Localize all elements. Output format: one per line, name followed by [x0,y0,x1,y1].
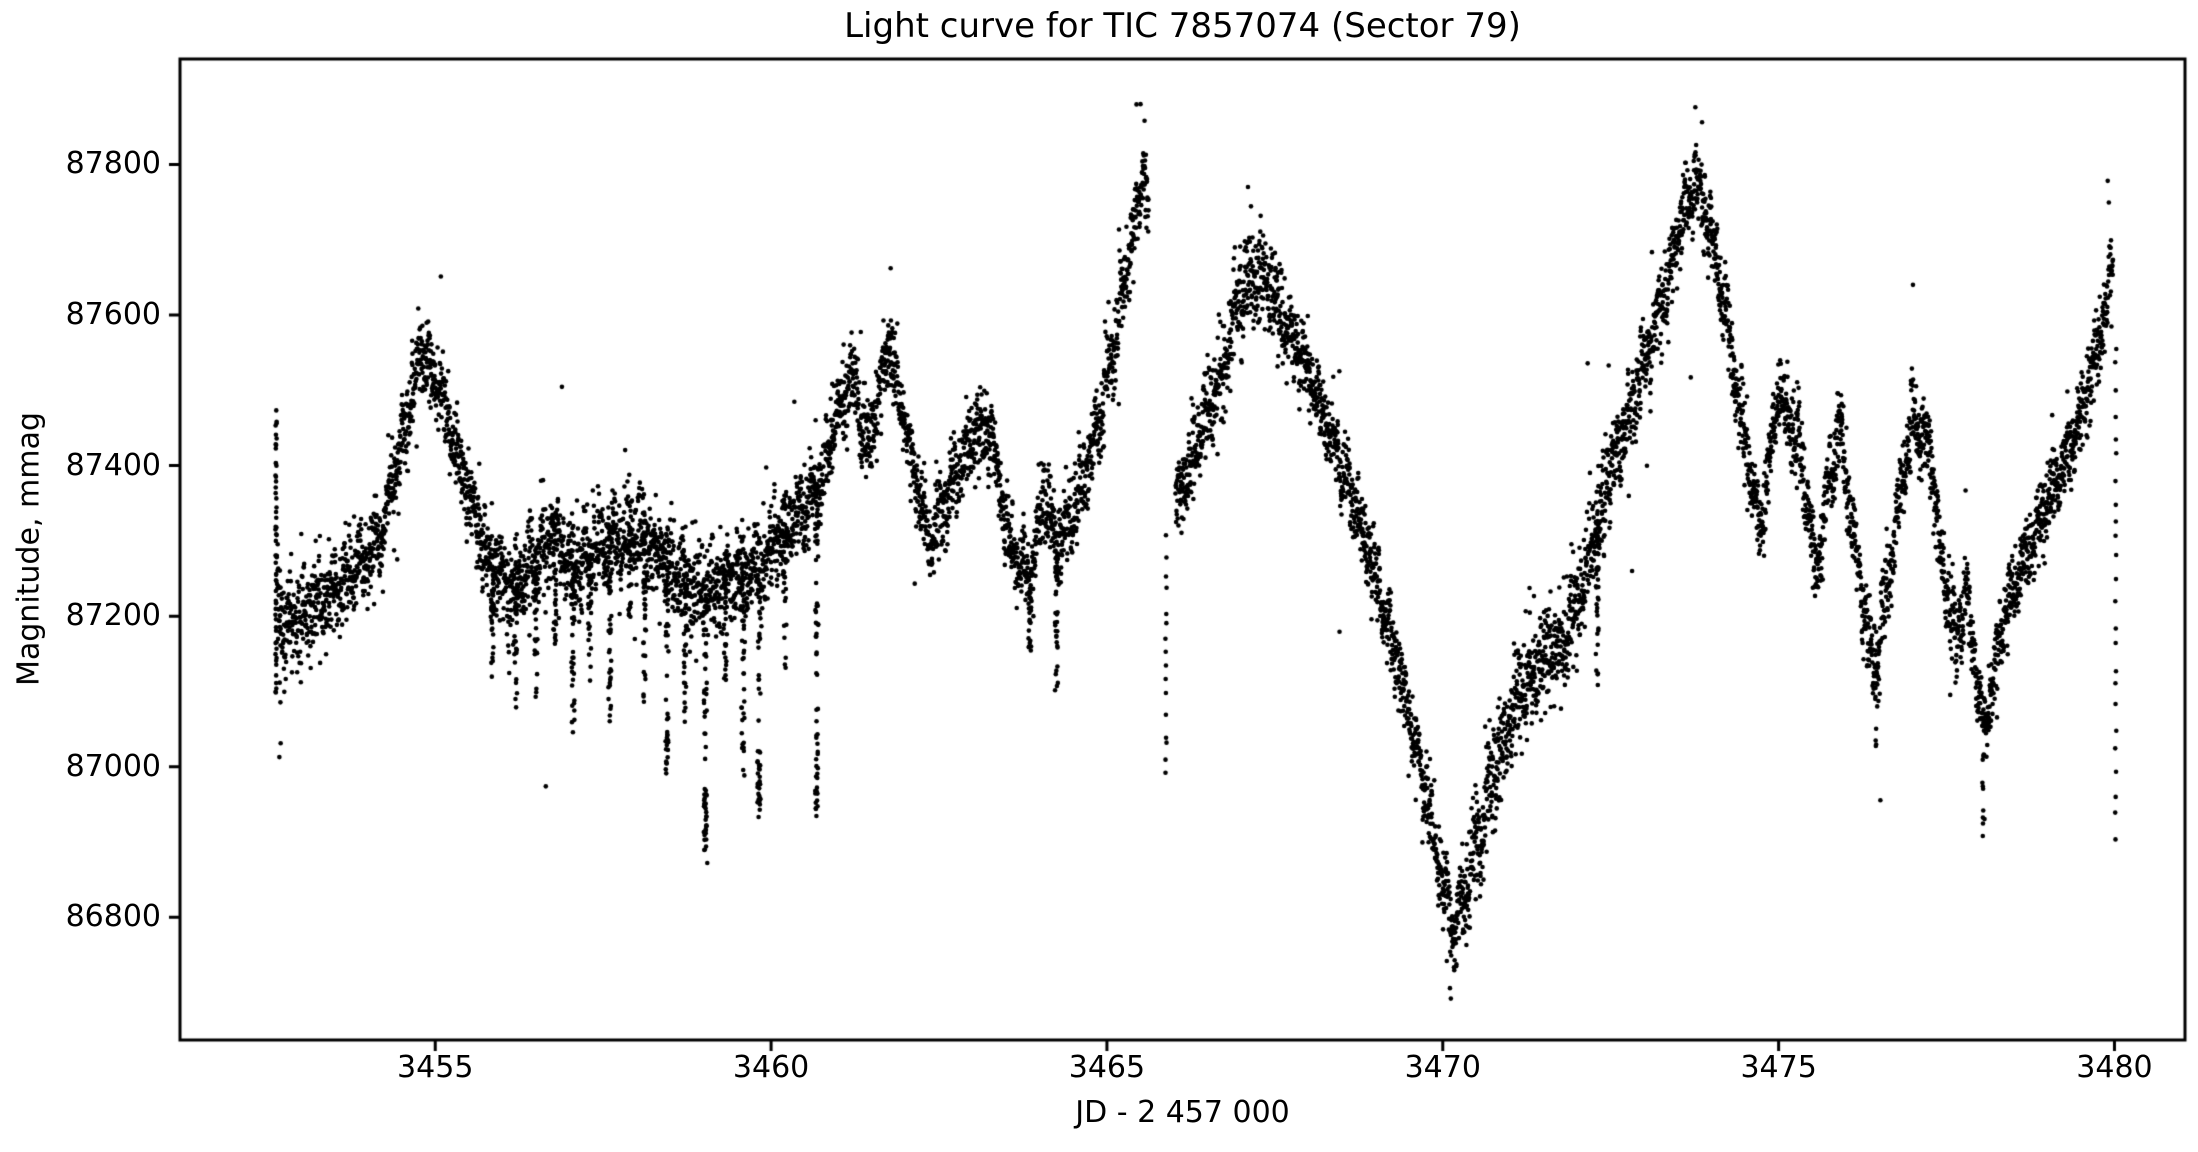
y-tick-label: 86800 [65,899,161,935]
x-tick-label: 3475 [1740,1050,1817,1085]
y-tick-label: 87800 [65,146,161,182]
x-tick-label: 3480 [2076,1050,2153,1085]
chart-title: Light curve for TIC 7857074 (Sector 79) [844,6,1521,46]
y-tick-label: 87200 [65,598,161,634]
x-tick-label: 3460 [732,1050,810,1085]
x-tick-label: 3470 [1404,1050,1481,1085]
y-tick-label: 87000 [65,748,161,784]
y-axis-label: Magnitude, mmag [11,412,47,686]
x-tick-label: 3455 [397,1050,474,1085]
y-tick-label: 87400 [65,447,161,483]
x-axis-label: JD - 2 457 000 [1075,1095,1290,1130]
y-tick-label: 87600 [65,296,161,332]
x-tick-label: 3465 [1068,1050,1146,1085]
